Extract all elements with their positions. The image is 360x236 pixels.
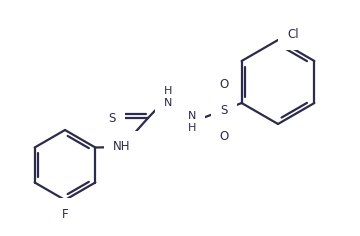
Text: S: S bbox=[220, 104, 228, 117]
Text: F: F bbox=[62, 207, 68, 220]
Text: O: O bbox=[219, 130, 229, 143]
Text: Cl: Cl bbox=[287, 28, 299, 41]
Text: NH: NH bbox=[113, 140, 131, 153]
Text: O: O bbox=[219, 77, 229, 90]
Text: N
H: N H bbox=[188, 111, 196, 133]
Text: H
N: H N bbox=[164, 86, 172, 108]
Text: S: S bbox=[108, 111, 116, 125]
